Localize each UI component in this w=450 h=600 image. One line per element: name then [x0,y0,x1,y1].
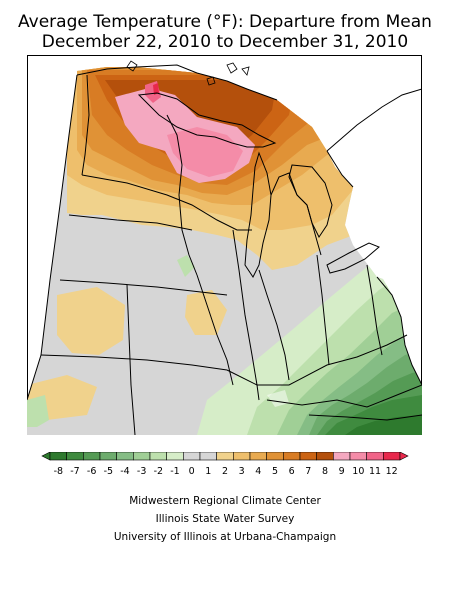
legend-label: 12 [386,466,398,477]
legend-swatch [316,452,334,461]
shaded-departure-field [27,67,422,435]
legend-swatch [99,452,117,461]
legend-label: 2 [222,466,228,477]
legend-label: -4 [120,466,129,477]
legend-swatch [149,452,167,461]
legend-swatches [41,452,409,461]
legend-swatch [249,452,267,461]
northern-islands [126,60,250,86]
legend-label: -5 [104,466,113,477]
map-subtitle-date-range: December 22, 2010 to December 31, 2010 [41,32,409,52]
legend-label: 10 [352,466,364,477]
legend-swatch [216,452,234,461]
legend-arrow-low [41,452,51,461]
legend-label: 7 [305,466,311,477]
legend-swatch [166,452,184,461]
legend-arrow-high [399,452,409,461]
legend-label: -1 [170,466,179,477]
legend-label: -3 [137,466,146,477]
legend-swatch [83,452,101,461]
legend-label: 5 [272,466,278,477]
legend-swatch [116,452,134,461]
legend-swatch [349,452,367,461]
state-boundaries [27,64,422,435]
legend-swatch [366,452,384,461]
legend-label: 9 [339,466,345,477]
legend-swatch [183,452,201,461]
legend-swatch [283,452,301,461]
legend-label: 11 [369,466,381,477]
legend-labels: -8 -7 -6 -5 -4 -3 -2 -1 0 1 2 3 4 5 6 7 8 9 10 11 12 [54,466,398,477]
footer-center-name: Midwestern Regional Climate Center [129,495,321,507]
legend-swatch [49,452,67,461]
legend-swatch [133,452,151,461]
legend-swatch [66,452,84,461]
legend-swatch [199,452,217,461]
footer-survey-name: Illinois State Water Survey [155,513,295,525]
legend-label: 6 [289,466,295,477]
legend-swatch [299,452,317,461]
temperature-departure-map [27,55,422,435]
legend-label: -6 [87,466,96,477]
legend-swatch [266,452,284,461]
legend-label: 3 [239,466,245,477]
legend-label: 1 [205,466,211,477]
legend-label: 0 [189,466,195,477]
footer-university-name: University of Illinois at Urbana-Champai… [113,531,337,543]
legend-label: -7 [70,466,79,477]
legend-label: 8 [322,466,328,477]
legend-swatch [333,452,351,461]
legend-label: -2 [154,466,163,477]
legend-swatch [233,452,251,461]
map-title: Average Temperature (°F): Departure from… [18,12,432,32]
legend-swatch [383,452,401,461]
legend-label: -8 [54,466,63,477]
legend-label: 4 [255,466,261,477]
color-legend: -8 -7 -6 -5 -4 -3 -2 -1 0 1 2 3 4 5 6 7 8 9 10 11 12 [41,452,409,477]
